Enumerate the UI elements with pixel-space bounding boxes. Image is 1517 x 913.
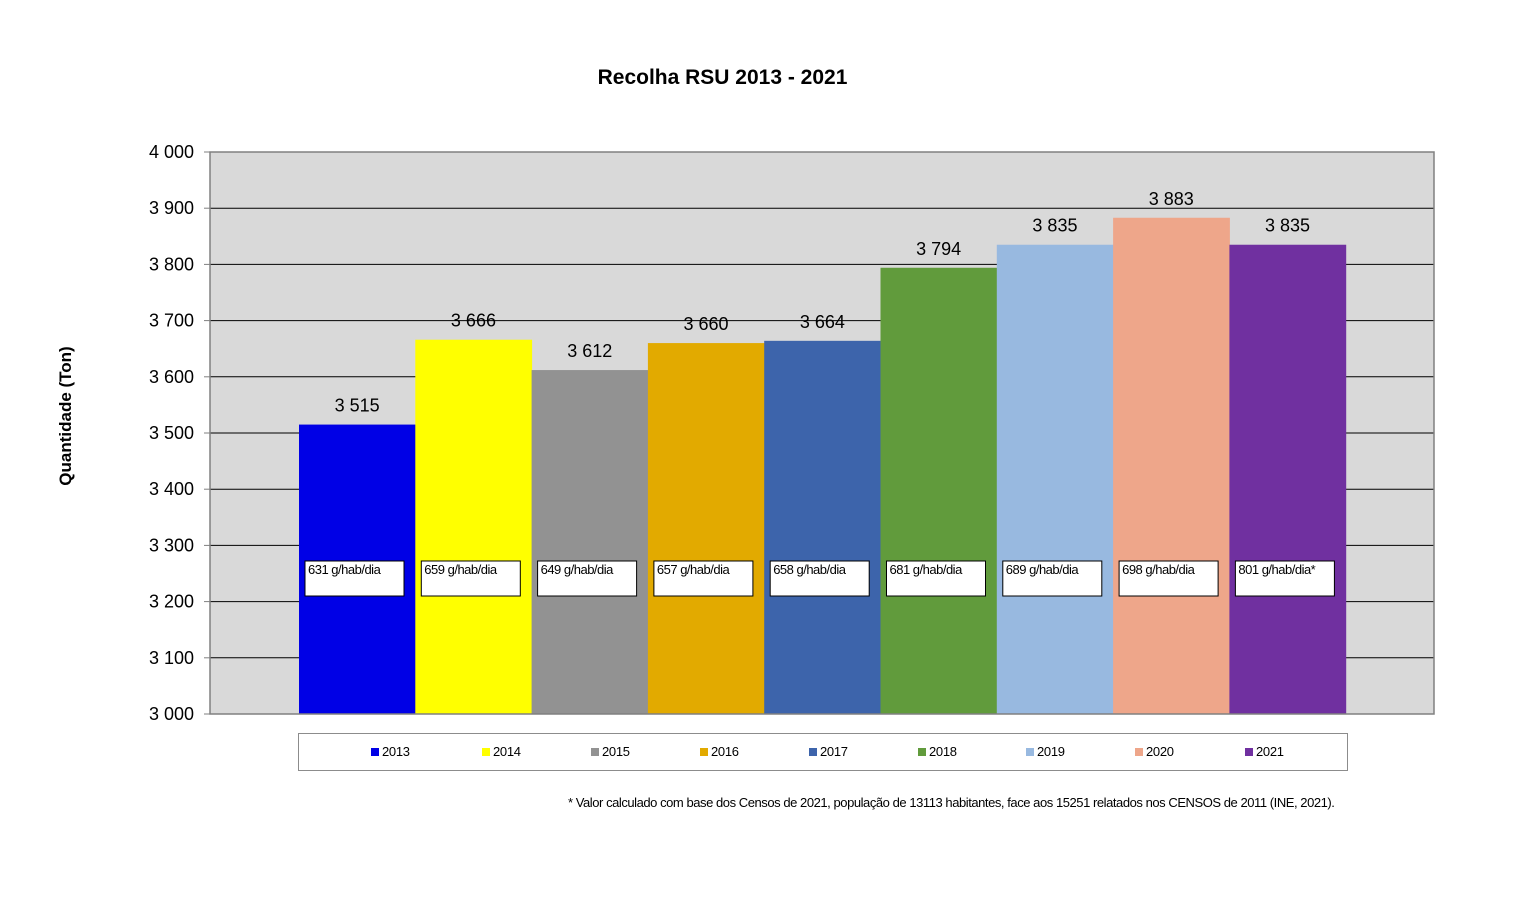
legend-item-2021: 2021 <box>1245 745 1284 759</box>
chart-title: Recolha RSU 2013 - 2021 <box>597 66 848 89</box>
annotation-box <box>304 560 405 597</box>
value-label: 3 666 <box>451 311 496 331</box>
annotation-label: 681 g/hab/dia <box>890 562 964 577</box>
value-label: 3 835 <box>1265 216 1310 236</box>
bar-2018 <box>880 267 998 714</box>
bar-2020 <box>1113 217 1230 714</box>
value-label: 3 835 <box>1032 216 1077 236</box>
y-tick-label: 3 500 <box>149 423 194 443</box>
legend-label: 2021 <box>1256 744 1284 759</box>
y-tick-label: 3 200 <box>149 592 194 612</box>
annotation-box <box>420 560 521 597</box>
bar-2014 <box>415 339 533 714</box>
y-tick-label: 3 900 <box>149 198 194 218</box>
y-tick-label: 3 800 <box>149 254 194 274</box>
legend-item-2013: 2013 <box>371 745 410 759</box>
legend-label: 2018 <box>929 744 957 759</box>
legend-item-2019: 2019 <box>1026 745 1065 759</box>
legend-swatch <box>591 748 599 756</box>
annotation-label: 649 g/hab/dia <box>541 562 615 577</box>
legend-swatch <box>1245 748 1253 756</box>
legend-swatch <box>371 748 379 756</box>
bar-2016 <box>647 343 765 714</box>
annotation-label: 689 g/hab/dia <box>1006 562 1080 577</box>
value-label: 3 612 <box>567 341 612 361</box>
legend-item-2017: 2017 <box>809 745 848 759</box>
y-tick-label: 3 000 <box>149 704 194 724</box>
annotation-box <box>537 560 638 597</box>
y-tick-label: 3 600 <box>149 367 194 387</box>
annotation-box <box>769 560 870 597</box>
bar-2017 <box>764 340 881 714</box>
legend-label: 2015 <box>602 744 630 759</box>
annotation-label: 659 g/hab/dia <box>424 562 498 577</box>
annotation-box <box>653 560 754 597</box>
plot-frame <box>209 151 1435 715</box>
annotation-label: 657 g/hab/dia <box>657 562 731 577</box>
y-tick-label: 3 700 <box>149 311 194 331</box>
legend-item-2014: 2014 <box>482 745 521 759</box>
legend-label: 2014 <box>493 744 521 759</box>
annotation-box <box>1118 560 1219 597</box>
legend-swatch <box>809 748 817 756</box>
bar-2019 <box>996 244 1114 715</box>
footnote: * Valor calculado com base dos Censos de… <box>568 795 1335 810</box>
legend-item-2018: 2018 <box>918 745 957 759</box>
annotation-box <box>1002 560 1103 597</box>
legend-swatch <box>918 748 926 756</box>
y-tick-label: 3 300 <box>149 535 194 555</box>
bar-2021 <box>1229 244 1347 715</box>
legend-swatch <box>1026 748 1034 756</box>
annotation-label: 658 g/hab/dia <box>773 562 847 577</box>
legend-item-2015: 2015 <box>591 745 630 759</box>
annotation-label: 801 g/hab/dia* <box>1238 562 1315 577</box>
value-label: 3 883 <box>1149 189 1194 209</box>
value-label: 3 515 <box>335 396 380 416</box>
annotation-label: 698 g/hab/dia <box>1122 562 1196 577</box>
legend-swatch <box>1135 748 1143 756</box>
annotation-label: 631 g/hab/dia <box>308 562 382 577</box>
legend-swatch <box>700 748 708 756</box>
legend-item-2016: 2016 <box>700 745 739 759</box>
legend-label: 2017 <box>820 744 848 759</box>
value-label: 3 794 <box>916 239 961 259</box>
legend-label: 2013 <box>382 744 410 759</box>
legend: 2013 2014 2015 2016 2017 2018 2019 2020 2021 <box>298 733 1348 771</box>
legend-item-2020: 2020 <box>1135 745 1174 759</box>
y-tick-label: 3 100 <box>149 648 194 668</box>
bar-2015 <box>531 370 649 714</box>
y-tick-label: 4 000 <box>149 142 194 162</box>
y-tick-label: 3 400 <box>149 479 194 499</box>
legend-label: 2020 <box>1146 744 1174 759</box>
value-label: 3 660 <box>684 314 729 334</box>
legend-label: 2019 <box>1037 744 1065 759</box>
value-label: 3 664 <box>800 312 845 332</box>
legend-label: 2016 <box>711 744 739 759</box>
annotation-box <box>1234 560 1335 597</box>
annotation-box <box>886 560 986 597</box>
legend-swatch <box>482 748 490 756</box>
